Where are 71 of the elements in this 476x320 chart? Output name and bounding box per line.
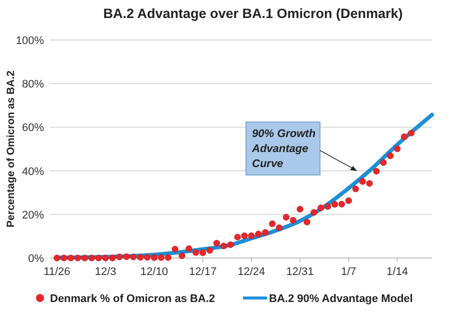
point: [158, 254, 164, 261]
point: [338, 200, 345, 208]
point: [68, 254, 74, 262]
y-tick-label: 0%: [28, 253, 44, 265]
point: [95, 254, 102, 262]
point: [186, 245, 192, 252]
legend-label: BA.2 90% Advantage Model: [269, 293, 413, 305]
point: [290, 217, 296, 224]
point: [241, 232, 248, 240]
y-tick-label: 40%: [22, 166, 44, 178]
point: [373, 168, 380, 175]
point: [102, 254, 109, 262]
point: [172, 246, 178, 252]
x-tick-label: 12/10: [140, 266, 168, 278]
point: [74, 254, 82, 262]
annotation: 90% Growth Advantage Curve: [251, 128, 316, 170]
x-tick-label: 12/3: [94, 266, 116, 278]
point: [380, 159, 387, 166]
point: [137, 254, 144, 261]
point: [220, 242, 227, 250]
point: [408, 130, 414, 136]
point: [400, 134, 408, 140]
point: [60, 254, 68, 262]
point: [144, 254, 151, 261]
point: [213, 240, 220, 246]
point: [130, 254, 137, 260]
point: [282, 214, 290, 221]
y-tick-label: 100%: [16, 35, 44, 47]
point: [150, 254, 158, 261]
x-tick-label: 1/7: [341, 266, 356, 278]
legend-label: Denmark % of Omicron as BA.2: [50, 293, 216, 305]
point: [178, 252, 186, 260]
point: [318, 204, 324, 212]
point: [366, 180, 373, 187]
point: [206, 247, 214, 254]
y-tick-label: 80%: [22, 78, 44, 91]
y-axis-title: Percentage of Omicron as BA.2: [5, 70, 17, 228]
point: [359, 178, 366, 185]
point: [262, 229, 269, 236]
point: [164, 254, 172, 261]
x-tick-label: 12/17: [189, 266, 217, 278]
point: [345, 197, 352, 204]
x-tick-label: 12/31: [286, 266, 314, 278]
point: [123, 253, 130, 260]
point: [387, 152, 394, 160]
point: [394, 146, 401, 152]
point: [227, 241, 234, 248]
point: [248, 232, 255, 240]
point: [276, 224, 282, 231]
chart-title: BA.2 Advantage over BA.1 Omicron (Denmark): [103, 6, 403, 21]
x-tick-label: 11/26: [44, 266, 70, 278]
point: [304, 218, 310, 226]
point: [255, 230, 262, 238]
point: [200, 249, 206, 256]
point: [192, 249, 200, 256]
y-tick-label: 20%: [22, 209, 44, 222]
x-tick-label: 1/14: [386, 266, 408, 278]
point: [296, 206, 304, 212]
point: [54, 254, 60, 262]
point: [81, 254, 88, 262]
y-tick-label: 60%: [22, 122, 44, 134]
point: [324, 203, 332, 210]
point: [234, 234, 241, 240]
point: [116, 254, 123, 260]
point: [88, 254, 95, 262]
point: [331, 201, 338, 208]
point: [268, 220, 276, 228]
point: [352, 186, 359, 192]
point: [109, 254, 116, 262]
point: [310, 209, 318, 216]
x-tick-label: 12/24: [238, 266, 266, 278]
